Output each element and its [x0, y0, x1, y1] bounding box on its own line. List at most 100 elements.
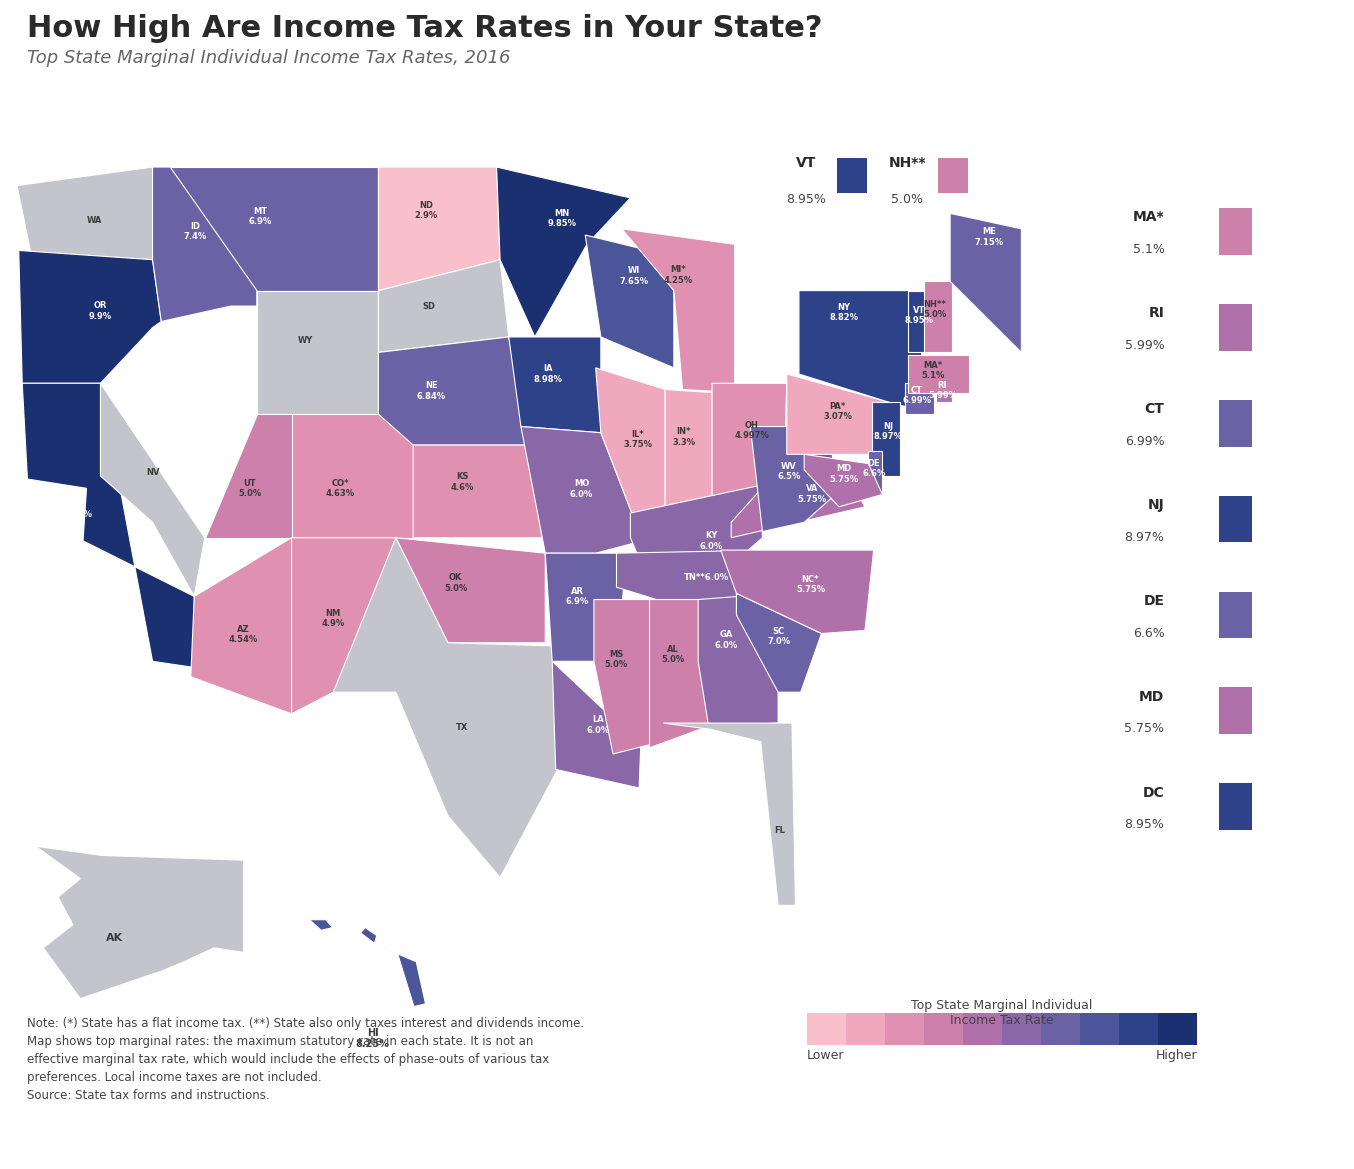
Bar — [1080, 1014, 1118, 1045]
Polygon shape — [750, 427, 835, 532]
Polygon shape — [395, 538, 546, 643]
Text: 8.95%: 8.95% — [1125, 818, 1164, 831]
Text: MN
9.85%: MN 9.85% — [547, 209, 577, 228]
Text: Top State Marginal Individual Income Tax Rates, 2016: Top State Marginal Individual Income Tax… — [27, 49, 510, 67]
Bar — [886, 1014, 923, 1045]
Bar — [923, 1014, 963, 1045]
Text: WY: WY — [298, 336, 313, 345]
Text: NE
6.84%: NE 6.84% — [417, 381, 445, 401]
Text: 5.1%: 5.1% — [1132, 243, 1164, 256]
Text: FL: FL — [774, 826, 785, 836]
Polygon shape — [398, 954, 425, 1007]
Text: NJ: NJ — [1148, 498, 1164, 512]
Polygon shape — [383, 946, 408, 959]
Text: LA
6.0%: LA 6.0% — [586, 715, 611, 734]
Polygon shape — [171, 167, 379, 291]
Text: 8.97%: 8.97% — [1125, 531, 1164, 544]
Text: 6.99%: 6.99% — [1125, 435, 1164, 448]
Polygon shape — [737, 594, 822, 692]
Text: ME
7.15%: ME 7.15% — [975, 227, 1003, 247]
Bar — [1118, 1014, 1158, 1045]
Text: DE: DE — [1143, 594, 1164, 608]
Polygon shape — [204, 414, 291, 538]
Bar — [1158, 1014, 1197, 1045]
Text: AZ
4.54%: AZ 4.54% — [229, 625, 257, 644]
Polygon shape — [333, 538, 561, 878]
Text: AL
5.0%: AL 5.0% — [661, 645, 684, 664]
Text: MA*: MA* — [1133, 210, 1164, 224]
Text: Note: (*) State has a flat income tax. (**) State also only taxes interest and d: Note: (*) State has a flat income tax. (… — [27, 1017, 584, 1102]
Polygon shape — [19, 250, 161, 383]
Polygon shape — [909, 355, 969, 393]
Text: 8.95%: 8.95% — [785, 193, 826, 206]
Text: NC*
5.75%: NC* 5.75% — [796, 575, 825, 594]
Polygon shape — [257, 291, 379, 414]
Text: Lower: Lower — [807, 1049, 845, 1061]
Text: Top State Marginal Individual
Income Tax Rate: Top State Marginal Individual Income Tax… — [911, 999, 1093, 1028]
Text: 5.99%: 5.99% — [1125, 339, 1164, 352]
Polygon shape — [413, 445, 542, 538]
Text: CT
6.99%: CT 6.99% — [902, 386, 932, 406]
Text: GA
6.0%: GA 6.0% — [715, 630, 738, 650]
Polygon shape — [631, 485, 762, 600]
Polygon shape — [904, 383, 934, 414]
Text: VT
8.95%: VT 8.95% — [904, 305, 933, 325]
Polygon shape — [799, 291, 934, 414]
Text: OH
4.997%: OH 4.997% — [734, 421, 769, 440]
Polygon shape — [616, 551, 768, 600]
Polygon shape — [22, 383, 194, 667]
Polygon shape — [552, 662, 640, 788]
Bar — [807, 1014, 846, 1045]
Polygon shape — [951, 214, 1021, 352]
Text: MO
6.0%: MO 6.0% — [570, 479, 593, 498]
Polygon shape — [379, 260, 509, 352]
Text: OK
5.0%: OK 5.0% — [444, 573, 467, 593]
Text: CO*
4.63%: CO* 4.63% — [326, 478, 355, 498]
Text: RI
5.99%: RI 5.99% — [927, 381, 957, 401]
Polygon shape — [585, 235, 674, 368]
Text: TN**6.0%: TN**6.0% — [684, 573, 728, 582]
Text: MD: MD — [1139, 690, 1164, 704]
Bar — [1041, 1014, 1080, 1045]
Text: MD
5.75%: MD 5.75% — [830, 464, 858, 484]
Text: WA: WA — [87, 216, 103, 226]
Polygon shape — [379, 167, 500, 291]
Polygon shape — [909, 291, 934, 352]
Text: KY
6.0%: KY 6.0% — [700, 531, 723, 551]
Text: AK: AK — [106, 933, 123, 943]
Text: PA*
3.07%: PA* 3.07% — [823, 402, 852, 421]
Bar — [963, 1014, 1002, 1045]
Text: WI
7.65%: WI 7.65% — [620, 267, 649, 285]
Text: OR
9.9%: OR 9.9% — [88, 302, 111, 320]
Polygon shape — [712, 383, 787, 507]
Text: AR
6.9%: AR 6.9% — [566, 587, 589, 607]
Polygon shape — [621, 229, 735, 393]
Polygon shape — [546, 553, 627, 662]
Polygon shape — [665, 389, 712, 507]
Polygon shape — [868, 451, 883, 494]
Text: NV: NV — [146, 469, 160, 477]
Text: NM
4.9%: NM 4.9% — [322, 609, 345, 628]
Polygon shape — [18, 167, 153, 260]
Text: VT: VT — [795, 155, 816, 170]
Text: Higher: Higher — [1155, 1049, 1197, 1061]
Text: DC: DC — [1143, 786, 1164, 800]
Text: DE
6.6%: DE 6.6% — [862, 459, 886, 478]
Polygon shape — [521, 427, 643, 553]
Text: @TaxFoundation: @TaxFoundation — [1190, 1129, 1338, 1147]
Polygon shape — [35, 846, 244, 998]
Text: NH**: NH** — [888, 155, 926, 170]
Text: NY
8.82%: NY 8.82% — [830, 303, 858, 323]
Polygon shape — [923, 282, 952, 352]
Text: CA
13.3%: CA 13.3% — [62, 499, 92, 519]
Text: IA
8.98%: IA 8.98% — [533, 365, 562, 383]
Text: MT
6.9%: MT 6.9% — [249, 207, 272, 226]
Polygon shape — [663, 724, 796, 905]
Text: WV
6.5%: WV 6.5% — [777, 462, 800, 480]
Polygon shape — [594, 600, 653, 754]
Polygon shape — [310, 920, 333, 931]
Text: ID
7.4%: ID 7.4% — [183, 222, 206, 241]
Text: TAX FOUNDATION: TAX FOUNDATION — [16, 1128, 210, 1148]
Text: 5.0%: 5.0% — [891, 193, 923, 206]
Polygon shape — [497, 167, 631, 337]
